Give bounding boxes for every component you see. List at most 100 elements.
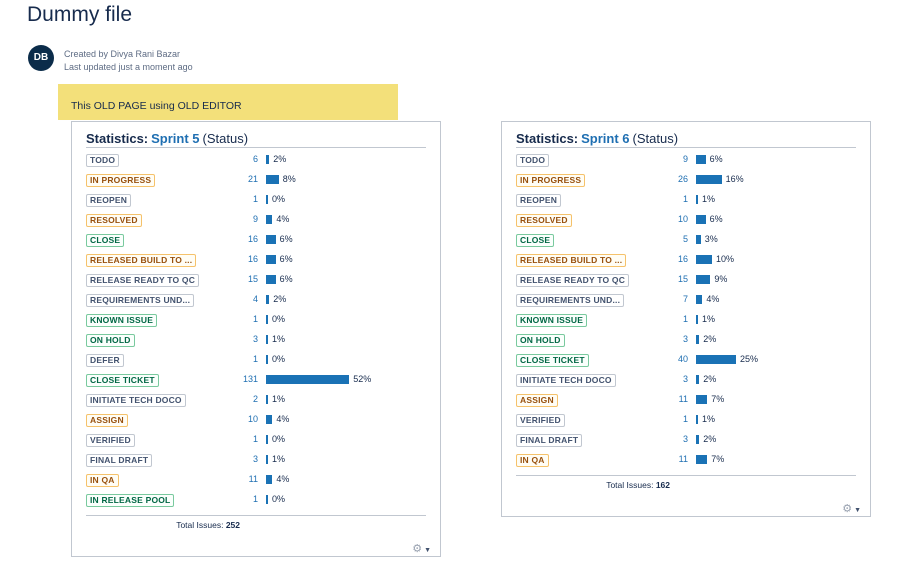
issue-count-link[interactable]: 6 [252,154,258,164]
byline: Created by Divya Rani Bazar Last updated… [64,48,193,74]
status-lozenge: KNOWN ISSUE [516,314,588,327]
statistic-type: (Status) [202,131,249,146]
status-lozenge: ON HOLD [516,334,565,347]
issue-count-link[interactable]: 1 [682,414,688,424]
percentage-label: 2% [703,374,717,384]
issue-count-link[interactable]: 1 [682,314,688,324]
percentage-bar [696,335,700,344]
percentage-label: 52% [353,374,372,384]
issue-count-link[interactable]: 21 [247,174,258,184]
issue-count-link[interactable]: 1 [252,354,258,364]
percentage-bar [266,395,268,404]
created-by[interactable]: Created by Divya Rani Bazar [64,49,181,59]
status-row: ASSIGN 10 4% [86,411,426,431]
status-row: VERIFIED 1 1% [516,411,856,431]
percentage-bar [696,275,711,284]
issue-count-link[interactable]: 11 [678,394,688,404]
statistics-title: Statistics: Sprint 5 (Status) [86,131,248,146]
issue-count-link[interactable]: 1 [252,494,258,504]
issue-count-link[interactable]: 1 [252,194,258,204]
issue-count-link[interactable]: 15 [677,274,688,284]
issue-count-link[interactable]: 1 [682,194,688,204]
title-divider [86,147,426,148]
issue-count-link[interactable]: 16 [247,254,258,264]
status-row: CLOSE 16 6% [86,231,426,251]
status-row: FINAL DRAFT 3 2% [516,431,856,451]
percentage-label: 2% [703,434,717,444]
issue-count-link[interactable]: 10 [677,214,688,224]
gear-icon: ⚙ [412,543,423,555]
percentage-label: 0% [272,434,286,444]
issue-count-link[interactable]: 26 [677,174,688,184]
percentage-label: 8% [282,174,296,184]
statistics-label: Statistics: [516,131,579,146]
percentage-label: 6% [279,254,293,264]
issue-count-link[interactable]: 1 [252,314,258,324]
old-editor-banner: This OLD PAGE using OLD EDITOR [58,84,398,120]
status-row: RELEASED BUILD TO ... 16 6% [86,251,426,271]
footer-divider [86,515,426,516]
statistic-type: (Status) [632,131,679,146]
issue-count-link[interactable]: 3 [682,334,688,344]
total-issues-value: 162 [655,480,670,490]
status-lozenge: IN PROGRESS [516,174,586,187]
percentage-bar [696,315,698,324]
percentage-bar [696,435,700,444]
status-row: ASSIGN 11 7% [516,391,856,411]
status-row: FINAL DRAFT 3 1% [86,451,426,471]
status-lozenge: REQUIREMENTS UND... [516,294,625,307]
percentage-label: 4% [276,414,290,424]
gear-icon: ⚙ [842,503,853,515]
issue-count-link[interactable]: 3 [252,334,258,344]
status-row: CLOSE TICKET 40 25% [516,351,856,371]
sprint-link[interactable]: Sprint 5 [151,131,200,146]
percentage-label: 7% [711,394,725,404]
percentage-bar [696,395,708,404]
issue-count-link[interactable]: 9 [682,154,688,164]
percentage-label: 6% [709,214,723,224]
caret-down-icon: ▼ [424,547,431,554]
issue-count-link[interactable]: 15 [247,274,258,284]
percentage-bar [266,255,276,264]
status-lozenge: RELEASED BUILD TO ... [86,254,197,267]
status-lozenge: VERIFIED [86,434,135,447]
percentage-bar [266,235,276,244]
issue-count-link[interactable]: 9 [252,214,258,224]
status-lozenge: INITIATE TECH DOCO [86,394,186,407]
issue-count-link[interactable]: 5 [682,234,688,244]
status-row: VERIFIED 1 0% [86,431,426,451]
status-lozenge: IN QA [86,474,119,487]
issue-count-link[interactable]: 7 [682,294,688,304]
issue-count-link[interactable]: 40 [677,354,688,364]
issue-count-link[interactable]: 16 [677,254,688,264]
percentage-label: 1% [272,334,286,344]
issue-count-link[interactable]: 131 [242,374,258,384]
percentage-label: 2% [273,294,287,304]
status-lozenge: RELEASED BUILD TO ... [516,254,627,267]
gadget-settings-button[interactable]: ⚙ ▼ [842,502,861,515]
gadget-settings-button[interactable]: ⚙ ▼ [412,542,431,555]
percentage-label: 1% [702,314,716,324]
percentage-bar [266,275,276,284]
issue-count-link[interactable]: 3 [252,454,258,464]
status-lozenge: RESOLVED [516,214,572,227]
issue-count-link[interactable]: 16 [247,234,258,244]
last-updated[interactable]: Last updated just a moment ago [64,62,193,72]
issue-count-link[interactable]: 3 [682,434,688,444]
issue-count-link[interactable]: 11 [678,454,688,464]
percentage-bar [266,195,268,204]
percentage-bar [266,435,268,444]
issue-count-link[interactable]: 3 [682,374,688,384]
status-lozenge: KNOWN ISSUE [86,314,158,327]
issue-count-link[interactable]: 11 [248,474,258,484]
sprint-link[interactable]: Sprint 6 [581,131,630,146]
issue-count-link[interactable]: 1 [252,434,258,444]
avatar[interactable]: DB [28,45,54,71]
issue-count-link[interactable]: 4 [252,294,258,304]
percentage-label: 0% [272,314,286,324]
issue-count-link[interactable]: 2 [252,394,258,404]
percentage-label: 2% [703,334,717,344]
status-row: KNOWN ISSUE 1 0% [86,311,426,331]
status-lozenge: VERIFIED [516,414,565,427]
issue-count-link[interactable]: 10 [247,414,258,424]
